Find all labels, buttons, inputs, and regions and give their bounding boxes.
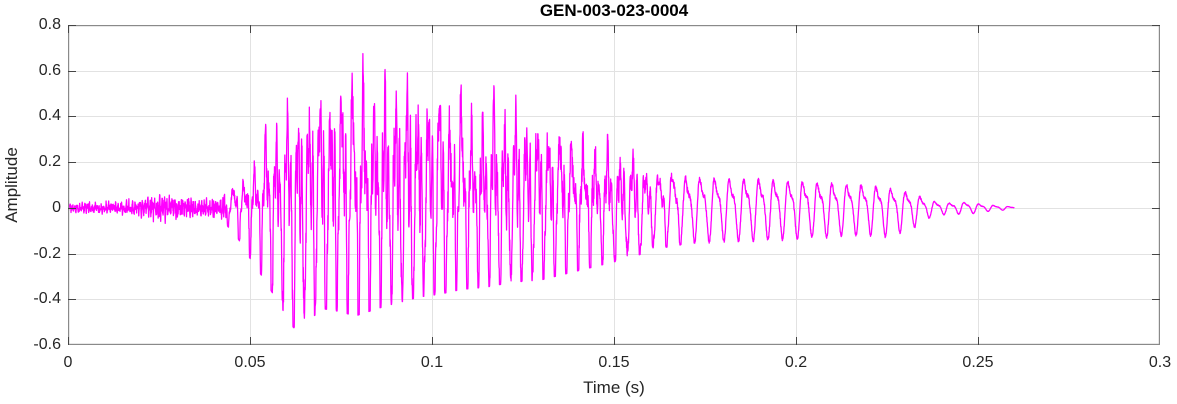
x-axis-label: Time (s) (583, 378, 645, 397)
y-tick-label: 0.4 (38, 107, 61, 125)
y-tick-label: -0.4 (33, 290, 61, 308)
x-tick-label: 0.05 (234, 354, 266, 371)
x-tick-label: 0.25 (962, 354, 994, 371)
y-tick-label: 0.8 (38, 16, 61, 33)
y-tick-label: 0.2 (38, 153, 61, 171)
y-tick-label: -0.6 (33, 336, 61, 353)
y-tick-label: 0 (52, 198, 61, 216)
x-tick-label: 0.2 (784, 354, 808, 371)
y-tick-label: -0.2 (33, 244, 61, 262)
x-tick-label: 0.15 (598, 354, 630, 371)
x-tick-label: 0 (63, 354, 73, 371)
y-tick-label: 0.6 (38, 61, 61, 79)
plot-area-canvas (68, 25, 1160, 345)
x-tick-label: 0.1 (420, 354, 444, 371)
x-tick-label: 0.3 (1148, 354, 1172, 371)
chart-title: GEN-003-023-0004 (539, 1, 689, 20)
